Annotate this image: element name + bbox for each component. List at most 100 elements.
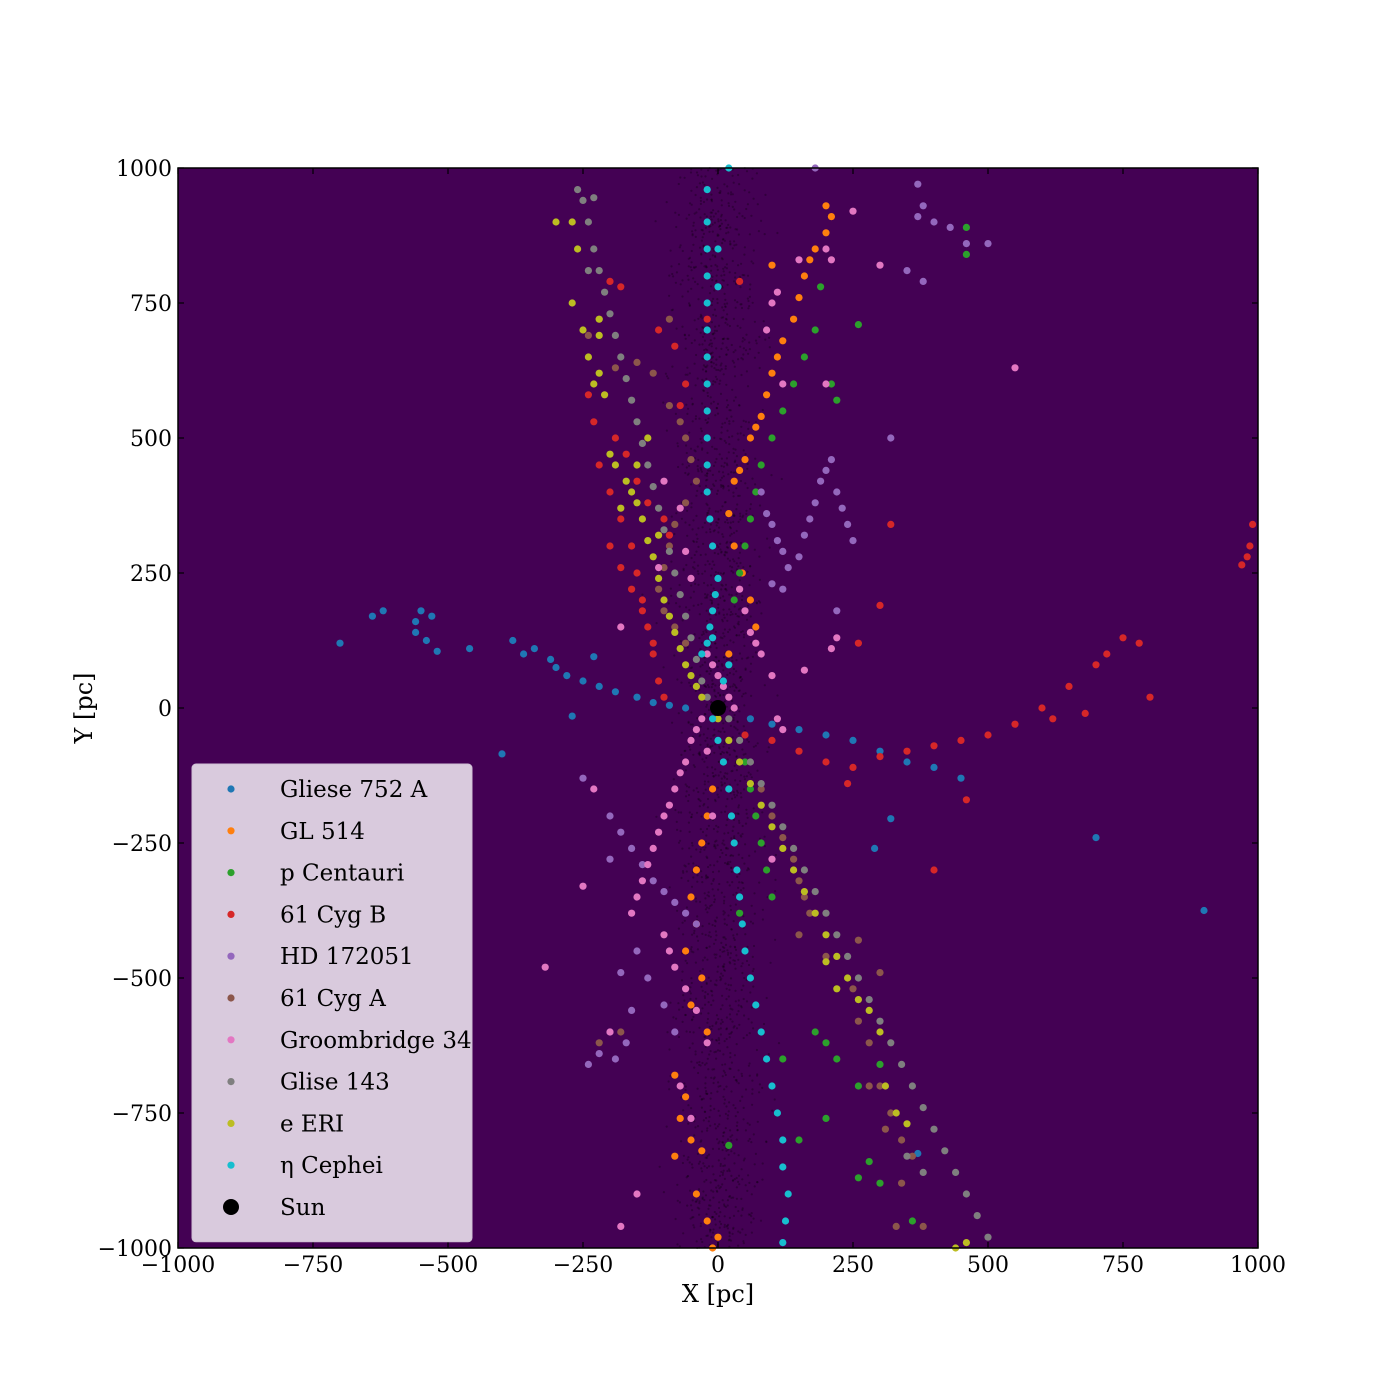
x-tick-label: 500: [967, 1253, 1009, 1278]
density-dot: [723, 963, 726, 966]
density-dot: [705, 484, 708, 487]
density-dot: [697, 317, 700, 320]
point-e-eri: [622, 477, 630, 485]
density-dot: [677, 811, 680, 814]
density-dot: [717, 1159, 720, 1162]
density-dot: [751, 1092, 754, 1095]
density-dot: [715, 695, 718, 698]
density-dot: [723, 599, 726, 602]
density-dot: [731, 881, 734, 884]
y-tick-label: 1000: [116, 157, 172, 182]
density-dot: [730, 471, 733, 474]
density-dot: [731, 435, 734, 438]
point-p-centauri: [779, 1055, 787, 1063]
density-dot: [726, 464, 729, 467]
density-dot: [728, 1216, 732, 1219]
density-dot: [729, 613, 732, 617]
density-dot: [730, 870, 733, 873]
point-gliese-752-a: [822, 731, 830, 739]
density-dot: [705, 756, 708, 760]
point-p-centauri: [752, 812, 760, 820]
density-dot: [700, 641, 704, 645]
density-dot: [734, 1107, 737, 1110]
legend-label: HD 172051: [280, 944, 414, 970]
density-dot: [700, 468, 703, 471]
density-dot: [720, 848, 723, 852]
density-dot: [723, 554, 727, 557]
point-61-cyg-b: [741, 731, 749, 739]
density-dot: [721, 664, 724, 667]
density-dot: [749, 565, 752, 568]
point-61-cyg-b: [768, 736, 776, 745]
density-dot: [681, 325, 684, 328]
point-groombridge-34: [833, 634, 841, 642]
density-dot: [720, 781, 723, 784]
density-dot: [729, 243, 732, 246]
point-gl-514: [790, 315, 798, 323]
legend-marker: [227, 952, 235, 960]
density-dot: [750, 776, 753, 779]
density-dot: [723, 1177, 727, 1180]
density-dot: [768, 546, 771, 549]
data-points: [336, 164, 1257, 1252]
point-61-cyg-a: [660, 607, 668, 615]
density-dot: [728, 884, 731, 887]
density-dot: [718, 1114, 722, 1117]
density-dot: [723, 1040, 726, 1043]
density-dot: [737, 565, 740, 568]
density-dot: [700, 1106, 704, 1109]
density-dot: [738, 710, 741, 713]
density-dot: [698, 1160, 702, 1163]
point-glise-143: [584, 267, 593, 275]
density-dot: [732, 471, 735, 474]
density-dot: [695, 540, 698, 544]
density-dot: [676, 442, 679, 445]
density-dot: [735, 1176, 738, 1180]
density-dot: [721, 242, 724, 245]
density-dot: [767, 1053, 770, 1056]
density-dot: [733, 605, 736, 608]
density-dot: [732, 791, 735, 794]
point-61-cyg-a: [768, 812, 776, 820]
density-dot: [732, 491, 735, 494]
density-dot: [766, 896, 769, 899]
density-dot: [736, 324, 739, 327]
density-dot: [724, 367, 727, 370]
density-dot: [668, 1048, 671, 1051]
density-dot: [720, 476, 724, 479]
density-dot: [697, 1188, 701, 1191]
density-dot: [692, 789, 695, 792]
density-dot: [700, 430, 703, 433]
density-dot: [741, 1074, 744, 1078]
density-dot: [717, 234, 720, 237]
density-dot: [725, 406, 729, 409]
density-dot: [718, 382, 721, 385]
density-dot: [690, 977, 693, 980]
point-61-cyg-b: [795, 747, 803, 755]
density-dot: [695, 848, 698, 851]
density-dot: [688, 847, 691, 850]
density-dot: [711, 230, 714, 233]
density-dot: [716, 1190, 719, 1193]
point-glise-143: [790, 844, 798, 853]
y-tick-label: −250: [112, 832, 172, 857]
density-dot: [734, 276, 737, 279]
point-gliese-752-a: [633, 693, 641, 701]
density-dot: [705, 705, 708, 708]
density-dot: [719, 509, 722, 512]
point-glise-143: [973, 1212, 981, 1220]
point-groombridge-34: [773, 715, 782, 723]
density-dot: [696, 935, 699, 938]
point-gliese-752-a: [590, 653, 598, 661]
density-dot: [693, 553, 696, 557]
density-dot: [732, 420, 735, 423]
point-61-cyg-a: [595, 1039, 603, 1047]
point-glise-143: [638, 439, 647, 447]
density-dot: [698, 1207, 701, 1210]
density-dot: [712, 313, 715, 316]
density-dot: [703, 265, 706, 268]
point-e-eri: [628, 488, 636, 496]
density-dot: [711, 445, 714, 448]
density-dot: [688, 213, 691, 216]
density-dot: [687, 1122, 690, 1125]
